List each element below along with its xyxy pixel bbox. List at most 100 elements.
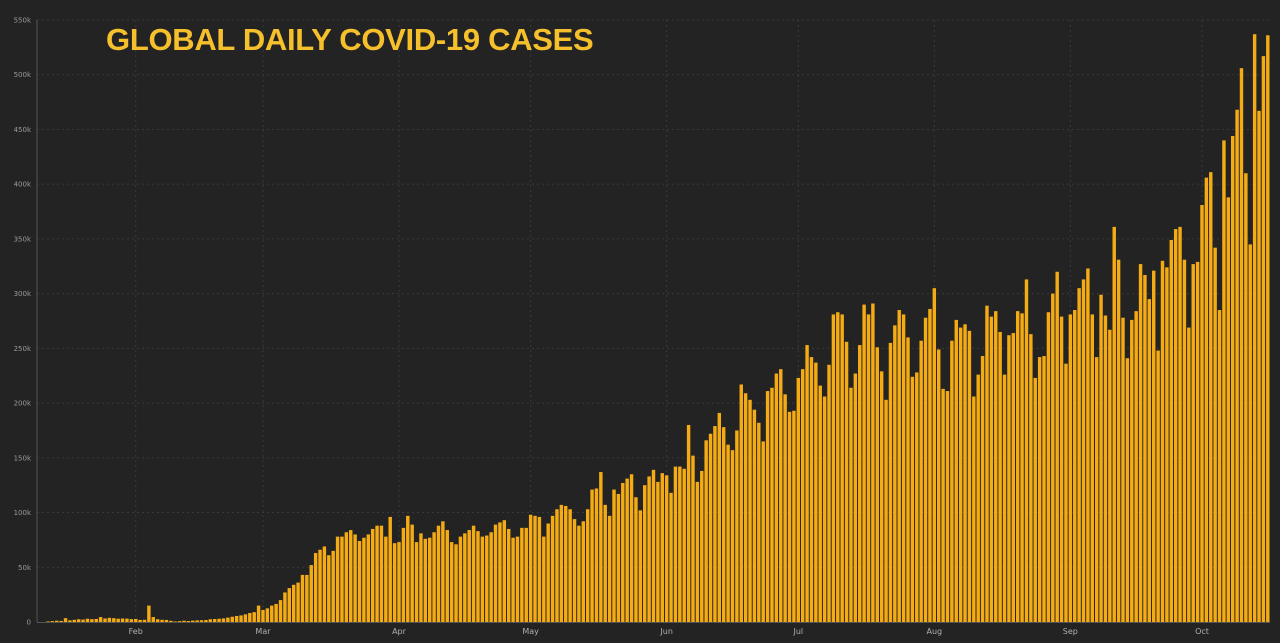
bar [1108, 329, 1112, 622]
bar [1165, 267, 1169, 622]
bar [568, 509, 572, 622]
y-tick-label: 550k [14, 17, 32, 25]
bar [858, 345, 862, 622]
bar [112, 618, 116, 622]
bar [81, 619, 85, 622]
bar [779, 369, 783, 622]
bar [1213, 247, 1217, 623]
bar [607, 515, 612, 622]
bar [783, 394, 787, 622]
bar [958, 327, 963, 622]
bar [243, 614, 248, 622]
bar [673, 466, 678, 622]
bar [454, 544, 458, 622]
bar [972, 396, 976, 622]
bar [182, 620, 186, 622]
bar [1200, 204, 1204, 623]
bar [1152, 270, 1156, 622]
bar [590, 489, 594, 622]
bar [1077, 288, 1081, 622]
bar [107, 617, 112, 622]
bar [770, 387, 774, 622]
bar [664, 475, 669, 622]
bar [423, 538, 428, 622]
bar [265, 608, 270, 622]
bar [910, 376, 915, 622]
bar [278, 600, 283, 622]
bar [414, 542, 419, 622]
bar [901, 314, 906, 622]
y-tick-label: 100k [14, 509, 32, 517]
bar [994, 311, 998, 622]
bar [120, 618, 125, 622]
bar [678, 466, 682, 622]
bar [410, 524, 414, 622]
bar [1178, 226, 1182, 622]
bar [199, 620, 204, 622]
bar [1051, 293, 1055, 622]
bar [1090, 314, 1094, 622]
y-tick-label: 200k [14, 400, 32, 408]
bar [897, 310, 901, 622]
bar [1103, 315, 1108, 622]
bar [94, 618, 98, 622]
bar [428, 537, 432, 622]
bar [774, 373, 779, 622]
bar [1068, 314, 1073, 622]
bar [836, 312, 840, 622]
bar [506, 528, 511, 622]
bar [138, 619, 142, 622]
bar [980, 356, 985, 622]
bar [1143, 275, 1147, 622]
bar [594, 488, 599, 622]
bar [401, 527, 406, 622]
bar [919, 340, 923, 622]
bar [546, 523, 550, 622]
bar [85, 618, 90, 622]
bar [660, 473, 664, 622]
bar [155, 619, 160, 622]
bar [814, 362, 818, 622]
bar [822, 396, 827, 622]
bar [1147, 299, 1152, 622]
bar [63, 618, 68, 622]
bar [669, 492, 673, 622]
bar [1046, 312, 1051, 622]
x-tick-label: Feb [129, 627, 143, 636]
bar [353, 534, 357, 622]
bar [893, 325, 897, 622]
bar [1182, 259, 1187, 622]
bar [884, 399, 888, 622]
bar [397, 542, 401, 622]
bar [945, 391, 950, 622]
bar [357, 541, 362, 622]
bar [625, 478, 629, 622]
bar [1226, 197, 1231, 622]
bar [291, 584, 296, 622]
bar [849, 387, 853, 622]
bar [309, 565, 313, 622]
bar [511, 537, 515, 622]
bar [76, 619, 81, 622]
bar [1059, 316, 1064, 622]
bar [700, 470, 704, 622]
bar [950, 340, 954, 622]
bar-series [46, 34, 1270, 623]
bar [221, 618, 226, 622]
bar [261, 609, 265, 622]
bar [875, 347, 879, 622]
bar [651, 469, 656, 622]
bar [217, 618, 221, 622]
bar [287, 588, 292, 622]
bar [248, 613, 252, 622]
bar [1156, 350, 1160, 622]
bar [467, 530, 471, 622]
bar [634, 497, 638, 622]
bar [906, 337, 910, 622]
bar [502, 520, 507, 622]
bar [757, 422, 761, 622]
bar [928, 308, 932, 622]
bar [379, 525, 384, 622]
bar [322, 546, 327, 622]
x-tick-label: Aug [927, 627, 943, 636]
